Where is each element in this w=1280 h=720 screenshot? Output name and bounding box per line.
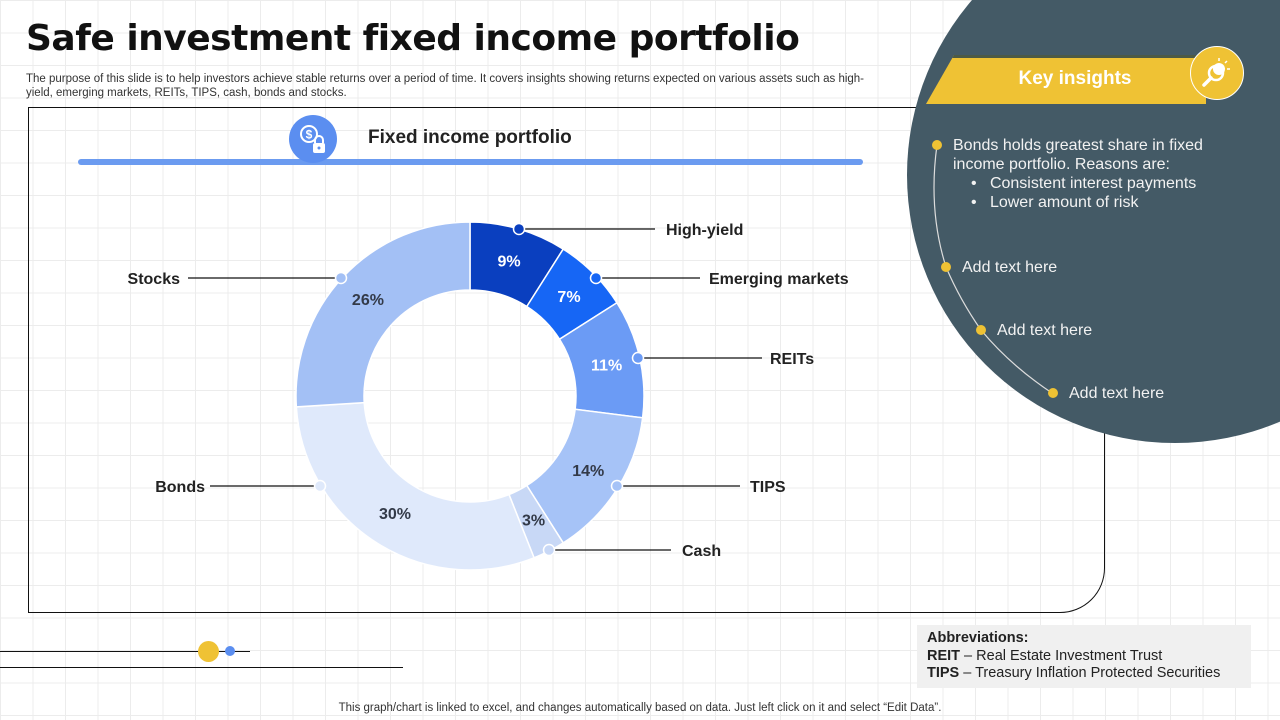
insight-dot	[941, 262, 951, 272]
category-label: REITs	[770, 351, 814, 368]
donut-slice-stocks[interactable]	[295, 221, 471, 408]
insight-bullet-text: Lower amount of risk	[989, 194, 1139, 211]
insight-bullet: • Lower amount of risk	[971, 194, 1139, 211]
abbreviation-row: REIT – Real Estate Investment Trust	[927, 648, 1241, 666]
donut-chart[interactable]: 9% 7% 11% 14% 3% 30% 26% High-yield Emerging mar…	[0, 0, 900, 620]
abbreviation-meaning: – Treasury Inflation Protected Securitie…	[959, 665, 1221, 681]
panel-title: Fixed income portfolio	[368, 127, 572, 148]
category-label: Stocks	[128, 271, 181, 288]
insight-dot	[1048, 388, 1058, 398]
footer-note: This graph/chart is linked to excel, and…	[338, 702, 942, 714]
leader-dot	[334, 271, 348, 285]
donut-slice-bonds[interactable]	[295, 401, 536, 571]
insight-bullet-text: Consistent interest payments	[989, 175, 1197, 192]
decorative-line	[0, 651, 250, 652]
insight-item: Add text here	[997, 322, 1093, 339]
category-label: Emerging markets	[709, 271, 849, 288]
data-label: 11%	[591, 357, 622, 374]
data-label: 26%	[352, 292, 384, 309]
insight-bullet: • Consistent interest payments	[971, 175, 1197, 192]
decorative-dot	[198, 641, 219, 662]
dollar-lock-icon: $	[289, 115, 337, 163]
insights-circle	[907, 0, 1280, 443]
bulb-magnifier-icon	[1190, 46, 1244, 100]
insights-timeline	[933, 144, 1053, 394]
data-label: 3%	[522, 513, 545, 530]
abbreviation-term: REIT	[927, 647, 961, 664]
data-label: 14%	[572, 463, 604, 480]
decorative-dot	[225, 646, 235, 656]
abbreviation-term: TIPS	[927, 665, 960, 681]
category-label: Bonds	[155, 479, 205, 496]
decorative-line	[0, 667, 403, 668]
panel-divider	[78, 159, 863, 165]
abbreviations-heading: Abbreviations:	[927, 630, 1029, 646]
category-label: High-yield	[666, 222, 743, 239]
leader-dot	[542, 543, 556, 557]
category-label: Cash	[682, 543, 721, 560]
leader-dot	[512, 222, 526, 236]
leader-dot	[589, 271, 603, 285]
leader-dot	[313, 479, 327, 493]
leader-dot	[631, 351, 645, 365]
insight-dot	[976, 325, 986, 335]
insight-item: Add text here	[962, 259, 1058, 276]
page-description: The purpose of this slide is to help inv…	[26, 73, 865, 99]
insights-header: Key insights	[1018, 68, 1132, 89]
insight-dot	[932, 140, 942, 150]
data-label: 7%	[557, 289, 580, 306]
svg-text:$: $	[306, 128, 313, 142]
category-label: TIPS	[750, 479, 786, 496]
data-label: 30%	[379, 506, 411, 523]
insight-main: Bonds holds greatest share in fixed inco…	[953, 136, 1223, 212]
insight-item: Add text here	[1069, 385, 1165, 402]
insights-header-band	[926, 55, 1206, 104]
abbreviation-meaning: – Real Estate Investment Trust	[960, 647, 1163, 664]
abbreviation-row: TIPS – Treasury Inflation Protected Secu…	[927, 665, 1241, 683]
insight-main-text: Bonds holds greatest share in fixed inco…	[953, 137, 1203, 173]
leader-dot	[610, 479, 624, 493]
abbreviations-box: Abbreviations: REIT – Real Estate Invest…	[917, 625, 1251, 688]
page-title: Safe investment fixed income portfolio	[26, 18, 800, 59]
data-label: 9%	[497, 254, 520, 271]
